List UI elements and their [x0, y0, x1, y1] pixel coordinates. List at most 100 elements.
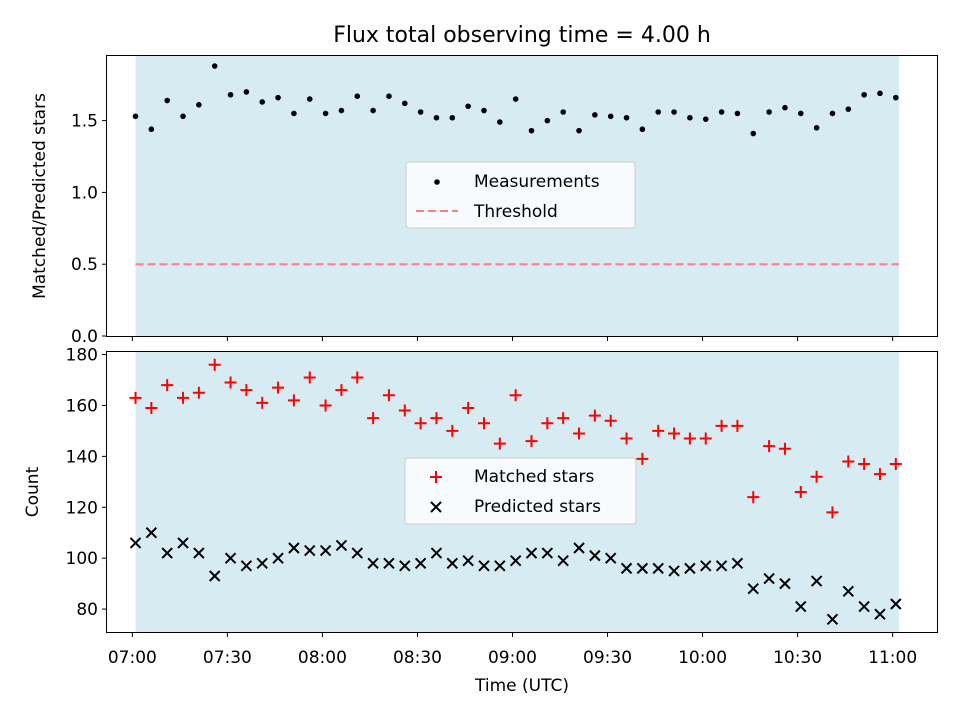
measurement-point — [797, 110, 804, 117]
top-legend: Measurements Threshold — [405, 161, 636, 229]
measurement-point — [687, 114, 693, 121]
x-tick-label: 07:30 — [203, 648, 252, 668]
chart-title: Flux total observing time = 4.00 h — [333, 23, 711, 48]
x-tick-label: 08:00 — [298, 648, 347, 668]
measurement-point — [782, 104, 788, 111]
x-tick-label: 09:30 — [583, 648, 632, 668]
bottom-y-tick-label: 120 — [66, 498, 98, 518]
predicted-star-point — [351, 547, 363, 559]
measurement-point — [750, 130, 757, 137]
predicted-star-point — [161, 547, 173, 559]
predicted-star-point — [652, 562, 664, 575]
measurement-point — [401, 100, 408, 107]
measurement-point — [433, 114, 440, 121]
top-axes-frame — [106, 55, 938, 337]
predicted-star-point — [462, 555, 474, 567]
legend-matched-label: Matched stars — [474, 467, 594, 487]
top-y-axis-label: Matched/Predicted stars — [30, 93, 50, 299]
matched-star-point — [414, 417, 427, 430]
x-tick-label: 10:30 — [773, 648, 822, 668]
measurement-point — [718, 109, 725, 115]
measurement-point — [497, 119, 503, 125]
measurement-point — [734, 110, 741, 117]
predicted-star-point — [145, 527, 158, 539]
matched-star-point — [303, 371, 316, 384]
predicted-star-point — [810, 575, 823, 587]
predicted-star-point — [193, 547, 205, 559]
predicted-star-point — [557, 555, 569, 567]
predicted-star-point — [636, 562, 649, 575]
predicted-star-point — [304, 544, 316, 557]
measurement-point — [291, 110, 297, 117]
matched-star-point — [525, 435, 538, 448]
predicted-star-point — [589, 549, 601, 562]
x-tick-label: 08:30 — [393, 648, 442, 668]
matched-star-point — [462, 402, 475, 414]
predicted-star-point — [240, 560, 253, 572]
predicted-star-point — [256, 557, 268, 569]
bottom-panel: 80 100 120 140 160 180 07:00 07:30 08:00 08:30 09… — [23, 346, 938, 696]
predicted-star-point — [446, 557, 459, 569]
predicted-star-point — [826, 613, 839, 625]
matched-star-point — [319, 399, 332, 412]
predicted-star-point — [177, 537, 189, 549]
matched-star-point — [715, 419, 728, 432]
measurement-point — [766, 109, 772, 115]
predicted-star-point — [715, 560, 728, 572]
predicted-star-point — [573, 542, 585, 554]
measurement-point — [370, 107, 376, 114]
top-y-ticks: 0.0 0.5 1.0 1.5 — [71, 112, 107, 347]
x-tick-label: 09:00 — [488, 648, 537, 668]
matched-star-point — [794, 486, 807, 498]
matched-star-point — [192, 386, 205, 399]
matched-star-point — [683, 432, 696, 445]
matched-star-point — [889, 458, 902, 470]
measurement-point — [607, 113, 614, 120]
predicted-star-point — [795, 600, 807, 613]
matched-star-point — [256, 396, 269, 409]
predicted-star-point — [842, 585, 855, 597]
legend-predicted-marker — [430, 501, 442, 513]
measurement-point — [164, 97, 170, 104]
measurements-series — [132, 63, 899, 137]
matched-star-point — [382, 389, 395, 402]
predicted-star-point — [399, 560, 411, 572]
matched-star-point — [430, 412, 443, 425]
matched-star-point — [272, 381, 285, 394]
matched-stars-series — [129, 358, 902, 519]
measurement-point — [671, 109, 677, 115]
matched-star-point — [208, 358, 221, 371]
measurement-point — [592, 112, 598, 118]
measurement-point — [893, 94, 899, 101]
matched-star-point — [588, 409, 601, 422]
predicted-star-point — [430, 547, 443, 559]
matched-star-point — [557, 412, 570, 425]
predicted-star-point — [209, 570, 221, 582]
predicted-star-point — [478, 560, 490, 572]
predicted-star-point — [509, 555, 522, 567]
matched-star-point — [573, 427, 586, 440]
measurement-point — [702, 116, 709, 122]
measurement-point — [227, 91, 234, 98]
bottom-y-tick-label: 140 — [66, 447, 98, 467]
measurement-point — [259, 99, 266, 105]
predicted-star-point — [731, 557, 744, 569]
matched-star-point — [398, 404, 411, 417]
predicted-star-point — [367, 557, 379, 569]
measurement-point — [148, 126, 155, 133]
measurement-point — [180, 113, 186, 120]
matched-star-point — [541, 417, 554, 430]
measurement-point — [560, 109, 566, 115]
matched-star-point — [351, 371, 364, 384]
matched-star-point — [842, 455, 855, 468]
legend-matched-marker — [430, 471, 442, 483]
matched-star-point — [699, 432, 712, 445]
bottom-x-ticks: 07:00 07:30 08:00 08:30 09:00 09:30 10:00 10:30… — [108, 632, 917, 668]
legend-measurements-marker — [434, 179, 440, 185]
measurement-point — [877, 90, 883, 97]
bottom-axes-frame — [106, 351, 938, 633]
top-panel: 0.0 0.5 1.0 1.5 Matched/Predicted stars Mea… — [30, 55, 938, 347]
bottom-y-ticks: 80 100 120 140 160 180 — [66, 346, 107, 620]
x-axis-label: Time (UTC) — [474, 676, 569, 696]
measurement-point — [211, 63, 218, 69]
